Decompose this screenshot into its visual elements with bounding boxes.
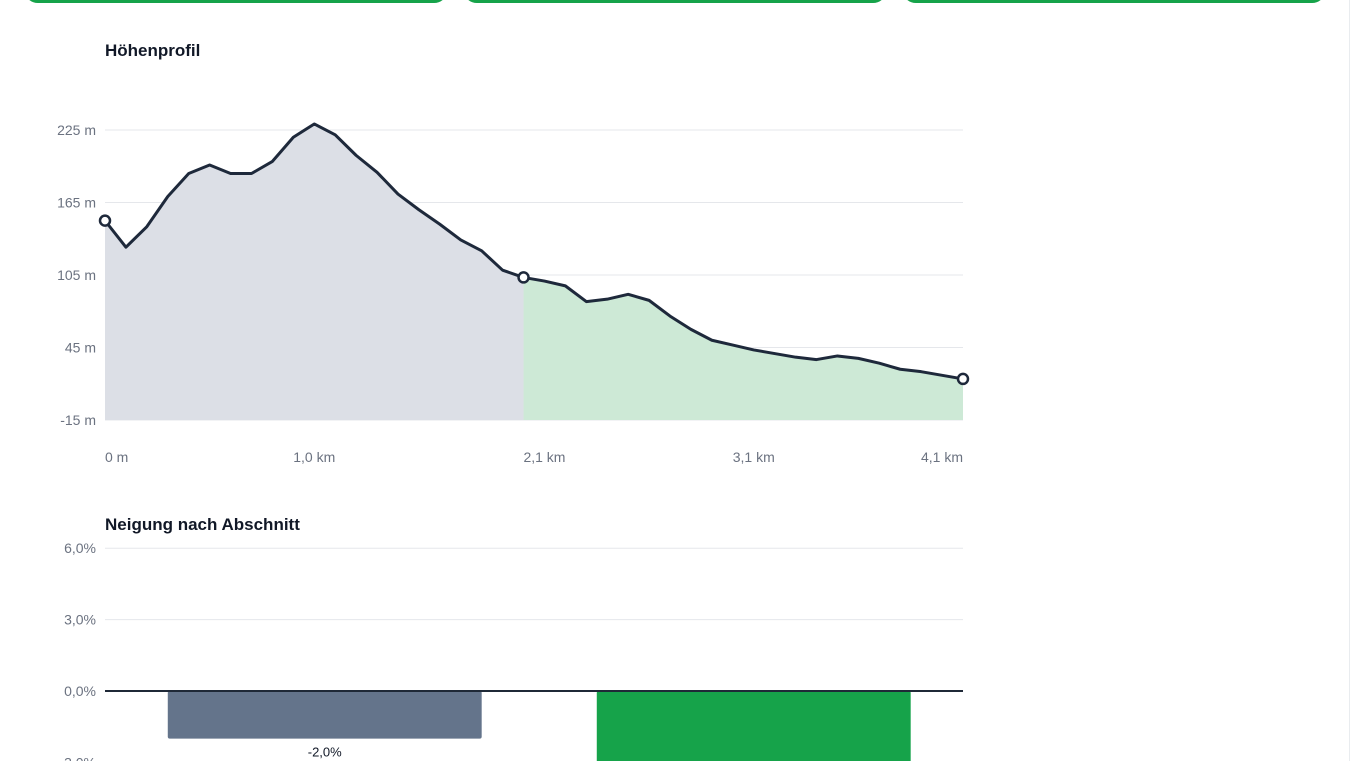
panel-divider [1349,0,1350,761]
elevation-y-tick-label: 165 m [57,195,96,211]
elevation-x-tick-label: 2,1 km [523,449,565,465]
elevation-y-tick-label: -15 m [60,412,96,428]
elevation-waypoint-marker [98,214,112,227]
slope-y-tick-label: 0,0% [64,683,96,699]
elevation-area-section-1 [105,123,524,420]
elevation-x-tick-label: 1,0 km [293,449,335,465]
slope-chart-title: Neigung nach Abschnitt [105,515,300,534]
elevation-x-tick-label: 0 m [105,449,128,465]
slope-y-tick-label: 6,0% [64,540,96,556]
slope-y-tick-label: -3,0% [59,754,96,761]
elevation-line [103,122,964,381]
slope-bar [596,691,911,761]
elevation-chart-title: Höhenprofil [105,41,201,60]
elevation-waypoint-marker [517,271,530,284]
slope-bar-value-label: -2,0% [308,745,342,760]
elevation-waypoint-marker [956,372,970,386]
slope-bar [167,691,482,739]
elevation-x-tick-label: 3,1 km [733,449,775,465]
elevation-y-tick-label: 105 m [57,267,96,283]
elevation-y-tick-label: 45 m [65,340,96,356]
elevation-y-tick-label: 225 m [57,122,96,138]
slope-y-tick-label: 3,0% [64,612,96,628]
elevation-x-tick-label: 4,1 km [921,449,963,465]
